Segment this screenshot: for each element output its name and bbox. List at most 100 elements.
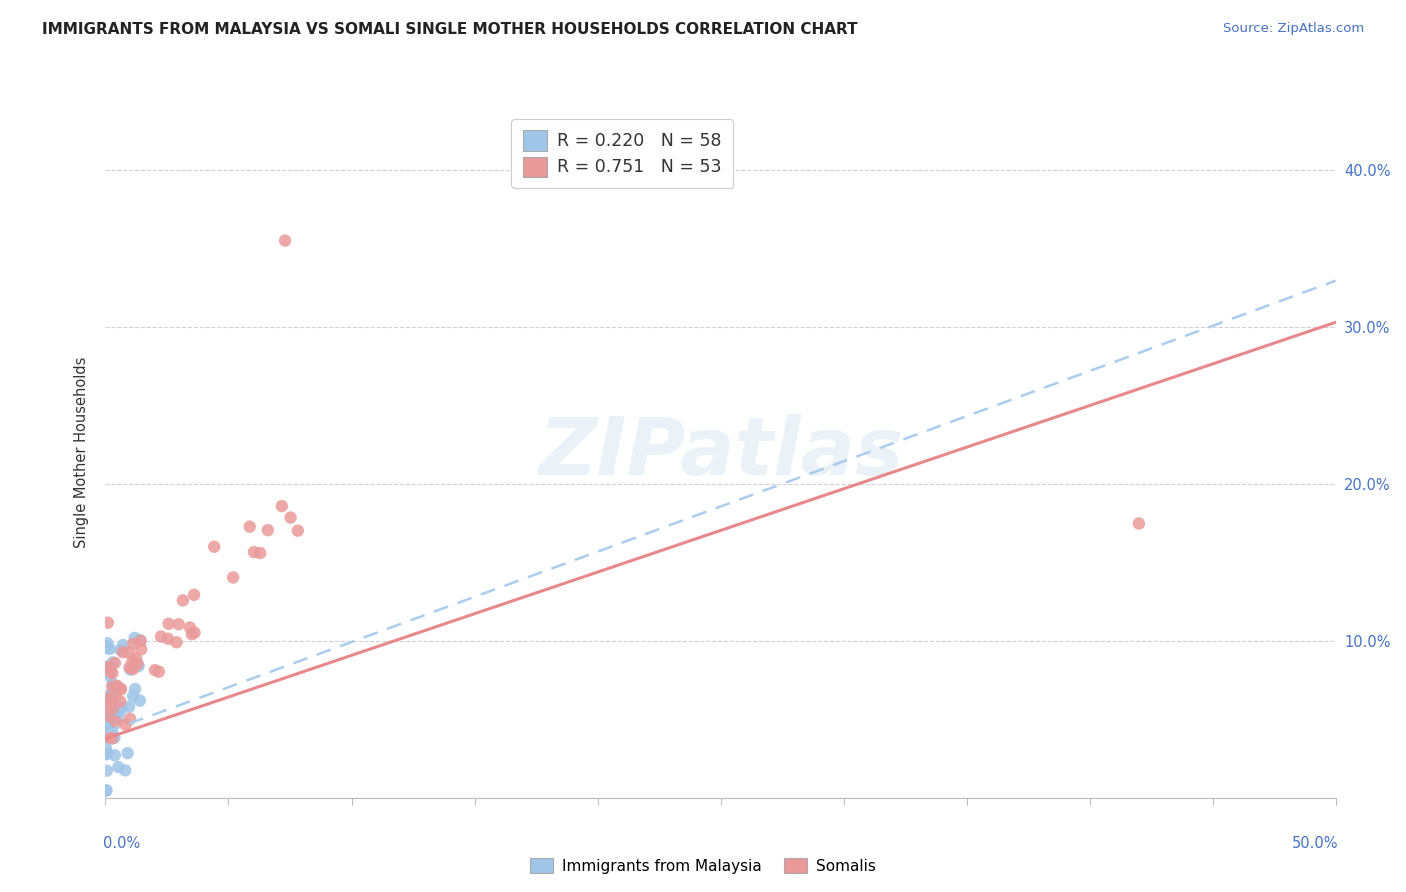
Point [179, 620, 201, 634]
Point [111, 645, 134, 659]
Text: Source: ZipAtlas.com: Source: ZipAtlas.com [1223, 22, 1364, 36]
Point [129, 642, 152, 657]
Point [101, 730, 124, 744]
Point [120, 663, 142, 677]
Point [101, 725, 124, 739]
Point [97, 691, 120, 706]
Point [103, 731, 125, 745]
Point [96, 709, 118, 723]
Point [118, 660, 141, 674]
Point [167, 617, 190, 632]
Point [96, 722, 118, 736]
Point [94, 741, 117, 756]
Point [249, 546, 271, 560]
Point [100, 724, 122, 739]
Point [172, 593, 194, 607]
Point [103, 695, 125, 709]
Point [104, 689, 127, 703]
Point [110, 682, 132, 697]
Point [118, 646, 141, 660]
Point [101, 680, 124, 694]
Point [122, 662, 145, 676]
Point [129, 633, 152, 648]
Point [97, 668, 120, 682]
Point [183, 625, 205, 640]
Point [98, 709, 121, 723]
Point [108, 705, 131, 719]
Point [97, 698, 120, 713]
Point [274, 234, 297, 248]
Point [1128, 516, 1150, 531]
Point [97, 718, 120, 732]
Point [125, 651, 148, 665]
Point [101, 656, 124, 670]
Point [103, 681, 125, 696]
Point [107, 711, 129, 725]
Point [96, 636, 118, 650]
Point [103, 682, 125, 697]
Point [127, 657, 149, 671]
Point [96, 640, 118, 655]
Point [105, 679, 128, 693]
Legend: R = 0.220   N = 58, R = 0.751   N = 53: R = 0.220 N = 58, R = 0.751 N = 53 [512, 120, 733, 188]
Point [100, 665, 122, 679]
Y-axis label: Single Mother Households: Single Mother Households [73, 357, 89, 549]
Point [111, 701, 134, 715]
Point [128, 659, 150, 673]
Point [112, 638, 135, 652]
Point [97, 665, 120, 679]
Point [94, 747, 117, 762]
Point [114, 764, 136, 778]
Point [202, 540, 225, 554]
Point [110, 643, 132, 657]
Point [183, 588, 205, 602]
Point [157, 632, 180, 646]
Point [100, 686, 122, 700]
Point [114, 717, 136, 731]
Point [180, 627, 202, 641]
Point [129, 633, 152, 648]
Point [98, 690, 121, 705]
Point [128, 693, 150, 707]
Point [121, 654, 143, 668]
Text: 50.0%: 50.0% [1292, 837, 1339, 851]
Point [98, 660, 121, 674]
Point [97, 730, 120, 744]
Point [97, 709, 120, 723]
Point [98, 730, 121, 744]
Point [96, 747, 118, 761]
Point [96, 664, 118, 678]
Point [94, 694, 117, 708]
Point [94, 783, 117, 797]
Point [143, 663, 166, 677]
Point [243, 545, 266, 559]
Point [103, 701, 125, 715]
Text: 0.0%: 0.0% [103, 837, 141, 851]
Point [104, 656, 127, 670]
Point [97, 714, 120, 729]
Point [257, 523, 280, 537]
Point [117, 746, 139, 760]
Text: IMMIGRANTS FROM MALAYSIA VS SOMALI SINGLE MOTHER HOUSEHOLDS CORRELATION CHART: IMMIGRANTS FROM MALAYSIA VS SOMALI SINGL… [42, 22, 858, 37]
Point [124, 631, 146, 645]
Point [157, 616, 180, 631]
Point [150, 630, 173, 644]
Point [222, 570, 245, 584]
Point [96, 783, 118, 797]
Point [104, 699, 127, 714]
Point [94, 640, 117, 654]
Point [110, 681, 132, 696]
Point [107, 760, 129, 774]
Point [97, 615, 120, 630]
Point [96, 660, 118, 674]
Point [98, 701, 121, 715]
Point [110, 694, 132, 708]
Text: ZIPatlas: ZIPatlas [538, 414, 903, 491]
Point [166, 635, 188, 649]
Point [124, 681, 146, 696]
Point [101, 677, 124, 691]
Point [270, 499, 292, 513]
Point [120, 712, 142, 726]
Point [105, 705, 128, 719]
Point [148, 665, 170, 679]
